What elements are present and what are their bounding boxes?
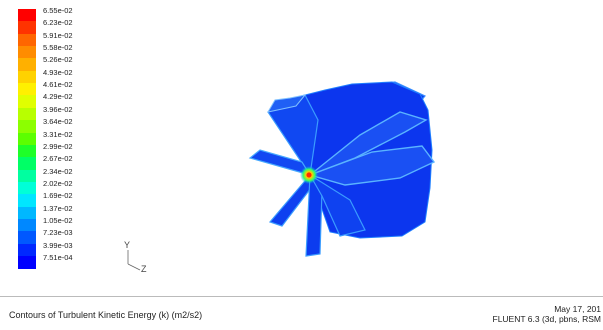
colorbar-tick-label: 3.96e-02 — [43, 104, 73, 114]
colorbar-swatch — [18, 157, 36, 171]
colorbar-swatch — [18, 231, 36, 245]
colorbar-tick-label: 5.26e-02 — [43, 55, 73, 65]
solver-info: May 17, 201 FLUENT 6.3 (3d, pbns, RSM — [493, 304, 602, 324]
blade-top-tip — [266, 94, 307, 113]
blade-right-bottom — [309, 174, 366, 237]
colorbar-swatch — [18, 218, 36, 232]
colorbar-swatch — [18, 70, 36, 84]
colorbar-swatch — [18, 181, 36, 195]
colorbar-tick-label: 2.02e-02 — [43, 178, 73, 188]
axis-triad — [127, 250, 141, 271]
contour-plot: Y Z — [124, 81, 436, 274]
date-text: May 17, 201 — [554, 304, 601, 314]
colorbar-tick-label: 4.61e-02 — [43, 80, 73, 90]
colorbar-tick-label: 4.93e-02 — [43, 67, 73, 77]
blade-left — [248, 149, 312, 176]
colorbar-swatch — [18, 83, 36, 97]
colorbar-tick-label: 2.34e-02 — [43, 166, 73, 176]
colorbar-tick-label: 3.31e-02 — [43, 129, 73, 139]
plot-caption: Contours of Turbulent Kinetic Energy (k)… — [9, 310, 203, 320]
colorbar-swatch — [18, 33, 36, 47]
colorbar-swatch — [18, 194, 36, 208]
colorbar-tick-label: 4.29e-02 — [43, 92, 73, 102]
colorbar-swatch — [18, 132, 36, 146]
colorbar-tick-label: 3.64e-02 — [43, 117, 73, 127]
colorbar-swatch — [18, 206, 36, 220]
colorbar-swatch — [18, 9, 36, 22]
colorbar-tick-label: 7.51e-04 — [43, 253, 73, 262]
axis-label-y: Y — [124, 240, 130, 250]
colorbar-tick-label: 3.99e-03 — [43, 240, 73, 250]
colorbar-tick-label: 5.58e-02 — [43, 43, 73, 53]
colorbar-legend: 6.55e-02 6.23e-02 5.91e-02 5.58e-02 5.26e-02… — [0, 0, 120, 270]
colorbar-swatch — [18, 144, 36, 158]
colorbar-swatch — [18, 120, 36, 134]
footer-bar: Contours of Turbulent Kinetic Energy (k)… — [0, 296, 603, 330]
colorbar-tick-label: 5.91e-02 — [43, 30, 73, 40]
colorbar-swatch — [18, 21, 36, 35]
colorbar-tick-label: 1.37e-02 — [43, 203, 73, 213]
colorbar-swatch — [18, 169, 36, 183]
colorbar-swatch — [18, 107, 36, 121]
colorbar-tick-label: 6.55e-02 — [43, 6, 73, 15]
solver-text: FLUENT 6.3 (3d, pbns, RSM — [492, 314, 602, 324]
colorbar-swatch — [18, 256, 36, 269]
colorbar-tick-label: 1.69e-02 — [43, 191, 73, 201]
colorbar-swatch — [18, 243, 36, 257]
axis-label-z: Z — [141, 264, 147, 274]
colorbar-swatch — [18, 95, 36, 109]
colorbar-tick-label: 7.23e-03 — [43, 228, 73, 238]
colorbar-swatch — [18, 46, 36, 59]
colorbar-tick-label: 6.23e-02 — [43, 18, 73, 28]
colorbar-swatch — [18, 58, 36, 72]
blade-right-lower — [307, 145, 436, 186]
colorbar-tick-label: 2.67e-02 — [43, 154, 73, 164]
colorbar-tick-label: 2.99e-02 — [43, 141, 73, 151]
colorbar-tick-label: 1.05e-02 — [43, 215, 73, 225]
hub-core — [306, 172, 312, 178]
